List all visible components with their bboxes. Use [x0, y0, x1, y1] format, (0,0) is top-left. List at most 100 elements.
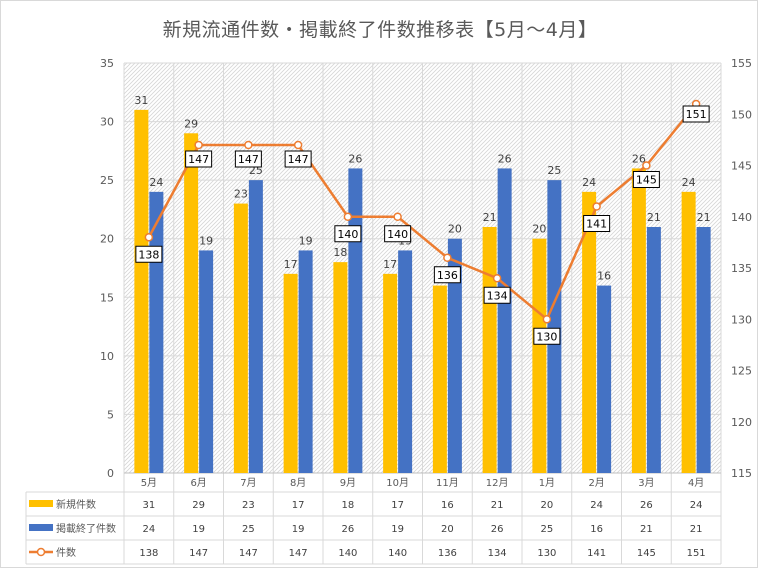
data-table-cell: 26 — [640, 500, 653, 511]
left-axis-tick-label: 20 — [100, 233, 114, 246]
data-table-cell: 17 — [292, 500, 305, 511]
x-axis-tick-label: 9月 — [340, 477, 356, 489]
right-axis-tick-label: 135 — [731, 262, 752, 275]
bar-data-label: 21 — [697, 211, 711, 224]
line-data-label: 136 — [437, 269, 458, 282]
data-table-cell: 19 — [292, 524, 305, 535]
line-marker — [293, 140, 303, 150]
data-table-cell: 17 — [391, 500, 404, 511]
line-marker — [244, 140, 253, 150]
bar-new — [383, 273, 398, 473]
x-axis-tick-label: 12月 — [486, 477, 509, 489]
bar-new — [482, 227, 497, 473]
data-table-cell: 20 — [441, 524, 454, 535]
x-axis-tick-label: 4月 — [688, 477, 704, 489]
x-axis-tick-label: 5月 — [141, 477, 157, 489]
bar-data-label: 21 — [647, 211, 661, 224]
legend-series-name: 掲載終了件数 — [56, 522, 116, 535]
line-marker — [393, 212, 402, 221]
data-table-cell: 147 — [189, 548, 208, 559]
line-data-label-box — [185, 150, 213, 168]
bar-data-label: 24 — [149, 176, 163, 189]
bar-ended — [696, 227, 711, 473]
line-data-label: 145 — [636, 174, 657, 187]
line-marker — [642, 161, 651, 170]
bar-ended — [398, 250, 413, 473]
line-series-count — [147, 103, 698, 322]
left-axis-tick-label: 30 — [100, 116, 114, 129]
x-axis-tick-label: 7月 — [240, 477, 256, 489]
line-data-label: 141 — [586, 218, 607, 231]
data-table-cell: 140 — [338, 548, 357, 559]
bar-new — [233, 203, 248, 474]
right-axis-tick-label: 155 — [731, 57, 752, 70]
bar-data-label: 20 — [532, 223, 546, 236]
bar-data-label: 26 — [348, 152, 362, 165]
data-table-cell: 151 — [687, 548, 706, 559]
bar-new — [631, 168, 646, 473]
right-axis-tick-label: 120 — [731, 416, 752, 429]
data-table-cell: 21 — [690, 524, 703, 535]
data-table-cell: 141 — [587, 548, 606, 559]
line-data-label: 138 — [138, 248, 159, 261]
legend-series-name: 件数 — [56, 546, 76, 559]
x-axis-tick-label: 10月 — [386, 477, 409, 489]
data-table-cell: 24 — [690, 500, 703, 511]
data-table-cell: 19 — [192, 524, 205, 535]
bar-ended — [447, 238, 462, 473]
line-data-label: 151 — [686, 108, 707, 121]
line-marker — [443, 253, 452, 262]
data-table-cell: 24 — [590, 500, 603, 511]
data-table-cell: 26 — [491, 524, 504, 535]
bar-ended — [547, 180, 562, 473]
data-table-cell: 147 — [289, 548, 308, 559]
line-marker — [343, 212, 353, 221]
bar-data-label: 29 — [184, 117, 198, 130]
line-marker — [542, 315, 552, 324]
x-axis-tick-label: 3月 — [638, 477, 654, 489]
data-table-cell: 21 — [491, 500, 504, 511]
bar-data-label: 26 — [632, 152, 646, 165]
data-table-cell: 136 — [438, 548, 457, 559]
left-axis-tick-label: 0 — [107, 467, 114, 480]
line-data-label: 130 — [536, 330, 557, 343]
data-table-cell: 134 — [488, 548, 507, 559]
bar-data-label: 26 — [498, 152, 512, 165]
line-data-label: 140 — [387, 228, 408, 241]
bar-new — [432, 285, 447, 473]
bar-ended — [497, 168, 512, 473]
bar-data-label: 23 — [234, 188, 248, 201]
line-marker — [592, 202, 601, 211]
left-axis-tick-label: 10 — [100, 350, 114, 363]
line-data-label-box — [632, 171, 660, 188]
data-table-cell: 31 — [143, 500, 156, 511]
x-axis-tick-label: 6月 — [190, 477, 206, 489]
bar-data-label: 19 — [199, 234, 213, 247]
data-table-cell: 24 — [143, 524, 156, 535]
line-data-label-box — [583, 215, 611, 232]
legend-key-new — [29, 500, 53, 507]
right-axis-tick-label: 145 — [731, 160, 752, 173]
bar-new — [134, 109, 149, 473]
line-data-label-box — [234, 150, 262, 168]
chart-title: 新規流通件数・掲載終了件数推移表【5月～4月】 — [162, 19, 598, 41]
line-data-label: 140 — [337, 228, 358, 241]
bar-data-label: 24 — [682, 176, 696, 189]
data-table-cell: 18 — [342, 500, 355, 511]
data-table-cell: 23 — [242, 500, 255, 511]
data-table-cell: 25 — [541, 524, 554, 535]
right-axis-tick-label: 150 — [731, 108, 752, 121]
line-data-label: 134 — [487, 289, 508, 302]
x-axis-tick-label: 2月 — [588, 477, 604, 489]
line-data-label-box — [533, 327, 561, 345]
bar-data-label: 24 — [582, 176, 596, 189]
data-table-cell: 29 — [192, 500, 205, 511]
data-table-cell: 19 — [391, 524, 404, 535]
bar-ended — [597, 285, 612, 473]
data-table-cell: 21 — [640, 524, 653, 535]
left-axis-tick-label: 5 — [107, 408, 114, 421]
data-table-cell: 145 — [637, 548, 656, 559]
bar-ended — [199, 250, 214, 473]
bar-new — [532, 238, 547, 473]
